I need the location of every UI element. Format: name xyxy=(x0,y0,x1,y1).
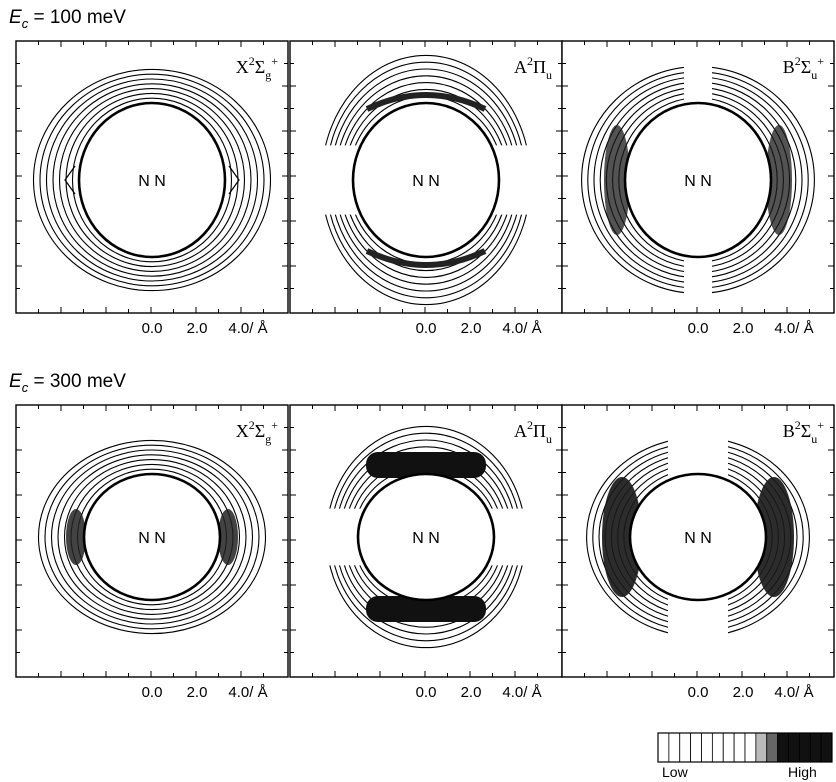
axis-tick-label: 4.0/ Å xyxy=(502,684,541,701)
dense-contour-lobe xyxy=(602,477,642,597)
scale-cell xyxy=(722,732,735,763)
scale-cell xyxy=(798,732,811,763)
state-label: A2Πu xyxy=(514,418,552,446)
row-label-300: Ec = 300 meV xyxy=(9,371,126,395)
axis-tick-label: 0.0 xyxy=(416,320,437,337)
panel-r1-c1: N N X2Σg+ 0.0 2.0 4.0/ Å xyxy=(15,40,289,337)
intensity-scale-bar xyxy=(657,732,833,763)
dense-contour-top xyxy=(366,452,486,478)
contour-ring xyxy=(50,449,254,625)
axis-tick-label: 4.0/ Å xyxy=(228,684,267,701)
panel-r2-c1: N N X2Σg+ 0.0 2.0 4.0/ Å xyxy=(15,404,289,701)
state-label: X2Σg+ xyxy=(236,418,278,446)
axis-tick-label: 4.0/ Å xyxy=(774,320,813,337)
scale-cell xyxy=(690,732,702,763)
molecule-boundary xyxy=(82,472,222,602)
axis-tick-label: 2.0 xyxy=(733,320,754,337)
atoms-label: N N xyxy=(412,173,440,190)
panel-r2-c3: N N B2Σu+ 0.0 2.0 4.0/ Å xyxy=(561,404,835,701)
axis-tick-label: 2.0 xyxy=(187,684,208,701)
panel-r2-c2: N N A2Πu 0.0 2.0 4.0/ Å xyxy=(289,404,563,701)
scale-cell xyxy=(711,732,724,763)
molecule-boundary xyxy=(77,101,227,259)
molecule-boundary xyxy=(356,472,496,602)
axis-tick-label: 2.0 xyxy=(461,320,482,337)
atoms-label: N N xyxy=(684,530,712,547)
contour-ring xyxy=(32,68,272,292)
scale-cell xyxy=(701,732,713,763)
scale-cell xyxy=(744,732,757,763)
panel-r1-c2: N N A2Πu 0.0 2.0 4.0/ Å xyxy=(289,40,563,337)
scale-cell xyxy=(820,732,833,763)
state-label: B2Σu+ xyxy=(783,418,825,446)
contour-ring xyxy=(37,439,267,635)
contour-cusp xyxy=(64,165,76,195)
scale-cell xyxy=(733,732,746,763)
axis-tick-label: 2.0 xyxy=(461,684,482,701)
scale-cell xyxy=(766,732,779,763)
axis-tick-label: 4.0/ Å xyxy=(228,320,267,337)
dense-contour-bottom xyxy=(366,596,486,622)
row-label-100: Ec = 100 meV xyxy=(9,7,126,31)
atoms-label: N N xyxy=(138,173,166,190)
contour-ring xyxy=(44,444,260,630)
contour-ring xyxy=(52,83,252,277)
contour-ring xyxy=(45,78,259,282)
state-label: A2Πu xyxy=(514,54,552,82)
panel-r1-c3: N N B2Σu+ 0.0 2.0 4.0/ Å xyxy=(561,40,835,337)
axis-tick-label: 2.0 xyxy=(187,320,208,337)
scale-cell xyxy=(755,732,768,763)
dense-contour-top xyxy=(365,92,487,112)
contour-ring xyxy=(57,454,247,620)
contour-ring xyxy=(65,92,239,268)
scale-cell xyxy=(788,732,800,763)
axis-tick-label: 0.0 xyxy=(688,684,709,701)
scale-high-label: High xyxy=(788,764,817,780)
contour-ring xyxy=(58,88,246,272)
dense-contour-lobe xyxy=(766,125,792,235)
molecule-boundary xyxy=(623,101,773,259)
scale-cell xyxy=(777,732,789,763)
scale-cell xyxy=(809,732,822,763)
axis-tick-label: 4.0/ Å xyxy=(774,684,813,701)
dense-contour-bottom xyxy=(365,248,487,268)
molecule-boundary xyxy=(628,472,768,602)
dense-contour-lobe xyxy=(66,509,86,565)
axis-tick-label: 0.0 xyxy=(416,684,437,701)
state-label: X2Σg+ xyxy=(236,54,278,82)
atoms-label: N N xyxy=(412,530,440,547)
scale-low-label: Low xyxy=(662,764,688,780)
state-label: B2Σu+ xyxy=(783,54,825,82)
atoms-label: N N xyxy=(684,173,712,190)
axis-tick-label: 4.0/ Å xyxy=(502,320,541,337)
scale-frame xyxy=(657,732,833,763)
contour-cusp xyxy=(228,165,240,195)
axis-tick-label: 2.0 xyxy=(733,684,754,701)
atoms-label: N N xyxy=(138,530,166,547)
dense-contour-lobe xyxy=(218,509,238,565)
contour-ring xyxy=(63,459,241,615)
axis-tick-label: 0.0 xyxy=(142,684,163,701)
axis-tick-label: 0.0 xyxy=(142,320,163,337)
dense-contour-lobe xyxy=(604,125,630,235)
contour-ring xyxy=(71,97,233,263)
axis-tick-label: 0.0 xyxy=(688,320,709,337)
dense-contour-lobe xyxy=(754,477,794,597)
scale-cell xyxy=(668,732,681,763)
scale-cell xyxy=(679,732,692,763)
molecule-boundary xyxy=(351,101,501,259)
contour-ring xyxy=(39,73,265,287)
scale-cell xyxy=(657,732,670,763)
